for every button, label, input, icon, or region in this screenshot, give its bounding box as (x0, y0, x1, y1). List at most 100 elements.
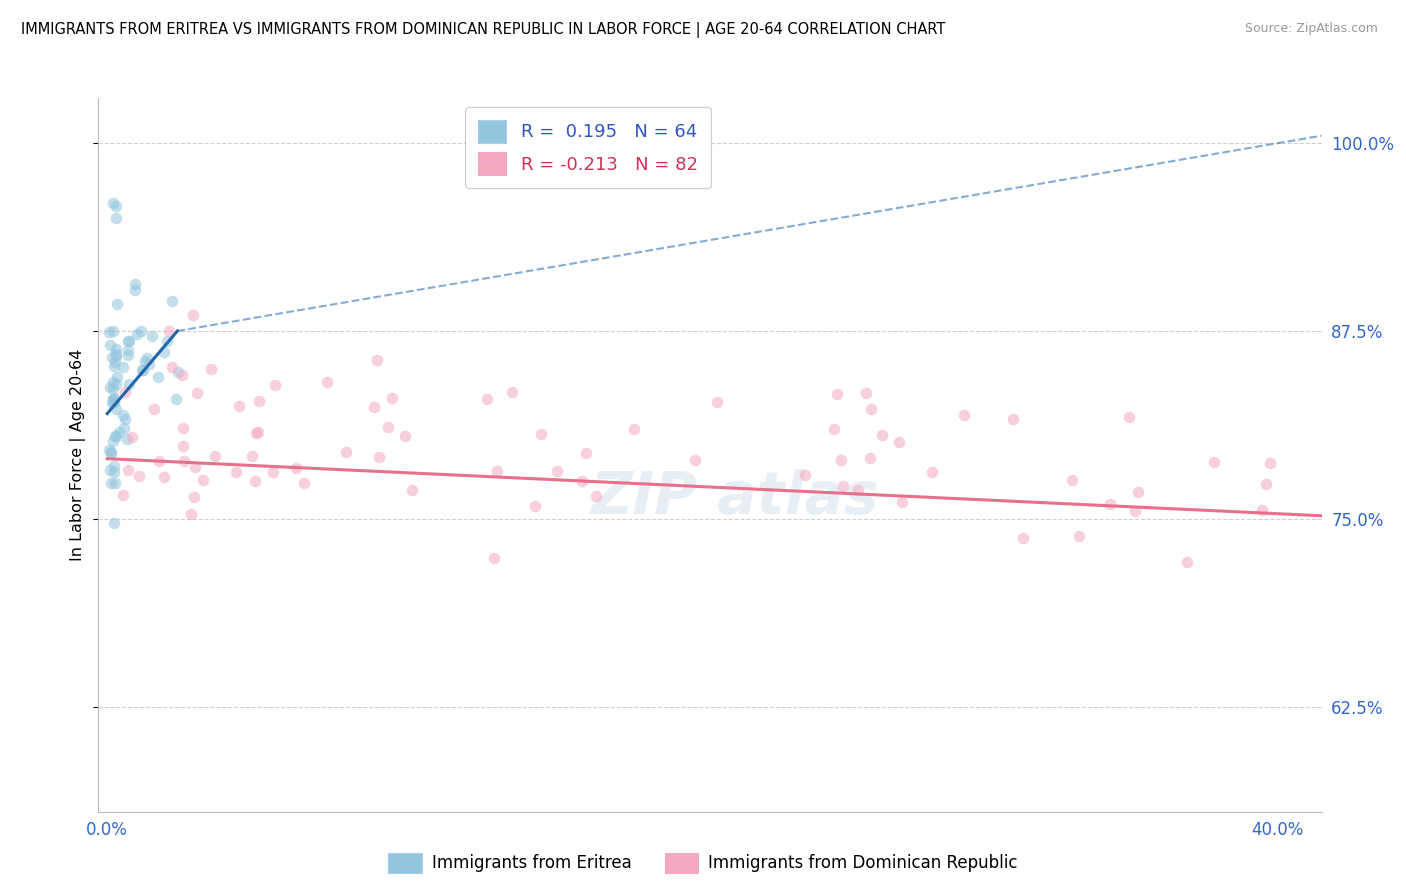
Point (103, 355, 125, 369)
Point (1260, 456, 1282, 470)
Point (363, 400, 385, 414)
Legend: Immigrants from Eritrea, Immigrants from Dominican Republic: Immigrants from Eritrea, Immigrants from… (381, 847, 1025, 880)
Point (104, 349, 127, 363)
Point (1204, 455, 1226, 469)
Point (825, 387, 848, 401)
Point (128, 468, 150, 483)
Point (104, 429, 127, 443)
Point (98, 338, 121, 352)
Point (160, 360, 183, 375)
Point (134, 354, 156, 368)
Point (117, 343, 139, 357)
Point (264, 377, 287, 392)
Point (124, 277, 146, 291)
Point (97, 325, 120, 339)
Point (103, 391, 125, 405)
Point (706, 395, 728, 409)
Point (685, 452, 707, 467)
Point (118, 334, 141, 349)
Point (153, 345, 176, 359)
Point (501, 385, 523, 400)
Point (794, 467, 817, 482)
Point (104, 377, 127, 392)
Point (112, 488, 135, 502)
Point (860, 401, 883, 416)
Point (482, 550, 505, 565)
Point (394, 429, 416, 443)
Point (292, 476, 315, 491)
Point (103, 393, 125, 408)
Point (872, 428, 894, 442)
Point (160, 293, 183, 308)
Point (115, 432, 138, 446)
Text: ZIP atlas: ZIP atlas (591, 469, 879, 526)
Point (204, 450, 226, 464)
Point (335, 445, 357, 459)
Point (1099, 497, 1122, 511)
Point (103, 324, 125, 338)
Point (105, 297, 128, 311)
Point (830, 453, 852, 467)
Point (101, 396, 124, 410)
Point (105, 369, 128, 384)
Point (165, 392, 187, 406)
Point (117, 349, 139, 363)
Point (285, 460, 308, 475)
Point (846, 483, 869, 497)
Text: IMMIGRANTS FROM ERITREA VS IMMIGRANTS FROM DOMINICAN REPUBLIC IN LABOR FORCE | A: IMMIGRANTS FROM ERITREA VS IMMIGRANTS FR… (21, 22, 945, 38)
Point (167, 365, 190, 379)
Point (228, 399, 250, 413)
Point (200, 362, 222, 376)
Point (117, 334, 139, 348)
Point (156, 334, 179, 348)
Point (105, 402, 128, 417)
Point (855, 385, 877, 400)
Point (623, 422, 645, 436)
Point (240, 449, 263, 463)
Point (191, 473, 214, 487)
Point (183, 490, 205, 504)
Point (101, 350, 124, 364)
Point (530, 426, 553, 441)
Point (131, 363, 153, 377)
Point (1012, 532, 1035, 546)
Point (101, 434, 124, 449)
Point (98, 463, 121, 477)
Point (262, 465, 284, 479)
Point (125, 326, 148, 341)
Point (316, 375, 339, 389)
Point (1118, 409, 1140, 424)
Point (98, 442, 121, 457)
Point (117, 463, 139, 477)
Point (181, 308, 204, 322)
Point (131, 324, 153, 338)
Point (575, 446, 598, 460)
Point (104, 199, 127, 213)
Point (112, 421, 135, 435)
Point (100, 476, 122, 491)
Point (101, 375, 124, 389)
Point (148, 454, 170, 468)
Point (953, 408, 976, 422)
Point (103, 382, 125, 396)
Point (101, 196, 124, 211)
Point (98, 379, 121, 393)
Point (921, 466, 943, 480)
Point (1251, 503, 1274, 517)
Point (172, 420, 194, 434)
Point (887, 434, 910, 449)
Point (112, 359, 135, 374)
Point (114, 385, 136, 400)
Point (186, 386, 208, 401)
Point (1060, 474, 1083, 488)
Y-axis label: In Labor Force | Age 20-64: In Labor Force | Age 20-64 (69, 349, 86, 561)
Point (100, 445, 122, 459)
Point (477, 392, 499, 407)
Point (247, 394, 270, 409)
Point (146, 369, 169, 384)
Point (121, 430, 143, 444)
Point (103, 392, 125, 406)
Point (103, 458, 125, 473)
Point (105, 347, 128, 361)
Point (1067, 529, 1090, 543)
